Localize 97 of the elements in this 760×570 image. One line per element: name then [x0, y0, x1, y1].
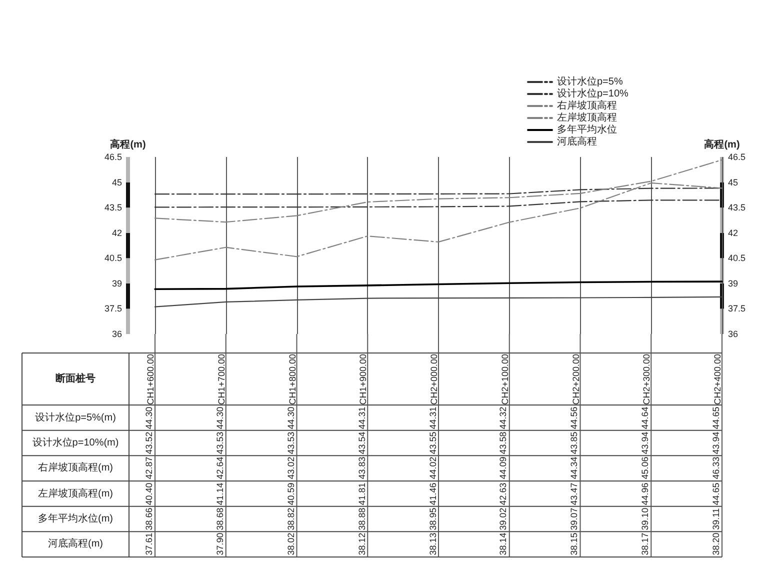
data-label: 38.95	[428, 508, 438, 530]
data-label: 38.66	[144, 508, 154, 530]
data-label: 44.30	[286, 406, 296, 429]
data-label: 44.64	[640, 406, 650, 429]
data-label: 37.90	[214, 533, 225, 556]
data-label: 44.02	[428, 457, 438, 480]
data-label: 44.32	[498, 406, 508, 429]
data-label: 38.17	[640, 533, 650, 556]
data-label: 43.52	[144, 432, 154, 454]
data-label: 43.55	[428, 432, 438, 454]
y-tick-label: 39	[112, 278, 122, 288]
data-label: 38.15	[569, 533, 580, 556]
line-series	[154, 280, 723, 290]
data-label: 43.02	[286, 457, 296, 480]
legend-label: 左岸坡顶高程	[557, 112, 617, 124]
x-tick-label: CH2+400.00	[712, 354, 722, 405]
y-tick-label: 37.5	[104, 304, 122, 314]
data-label: 46.33	[711, 457, 721, 480]
y2-tick-label: 42	[728, 228, 738, 238]
x-tick-label: CH1+700.00	[216, 354, 226, 405]
data-label: 43.94	[711, 432, 721, 454]
y2-tick-label: 40.5	[728, 253, 746, 264]
data-label: 44.65	[711, 406, 721, 429]
y2-axis-title: 高程(m)	[704, 138, 740, 150]
data-label: 44.09	[498, 457, 508, 480]
data-label: 39.02	[498, 508, 508, 530]
data-label: 38.88	[356, 508, 367, 530]
data-label: 44.30	[144, 406, 154, 429]
data-label: 38.12	[356, 533, 367, 556]
data-label: 39.11	[711, 508, 721, 530]
data-label: 41.14	[214, 482, 225, 505]
y2-tick-label: 46.5	[728, 152, 746, 162]
text: 河底高程(m)	[48, 538, 103, 550]
y2-tick-label: 39	[728, 278, 738, 288]
data-label: 43.85	[569, 432, 580, 454]
data-label: 43.53	[286, 432, 296, 454]
data-label: 38.68	[214, 508, 225, 530]
data-label: 42.87	[144, 457, 154, 480]
y2-tick-label: 43.5	[728, 202, 746, 213]
data-label: 38.02	[286, 533, 296, 556]
x-tick-label: CH2+000.00	[429, 354, 439, 405]
text: 设计水位p=5%(m)	[35, 412, 116, 424]
data-label: 44.56	[569, 406, 580, 429]
data-label: 44.31	[356, 406, 367, 429]
text: 右岸坡顶高程(m)	[38, 462, 113, 474]
y2-tick-label: 36	[728, 329, 738, 339]
data-label: 42.64	[214, 457, 225, 480]
data-label: 43.47	[569, 482, 580, 505]
data-label: 44.30	[214, 406, 225, 429]
x-tick-label: CH1+900.00	[358, 354, 368, 405]
data-label: 43.53	[214, 432, 225, 454]
data-label: 38.14	[498, 533, 508, 556]
x-tick-label: CH2+300.00	[642, 354, 652, 405]
x-tick-label: CH1+800.00	[287, 354, 298, 405]
text: 设计水位p=10%(m)	[32, 438, 119, 448]
y-tick-label: 40.5	[104, 253, 122, 264]
y-tick-label: 46.5	[104, 152, 122, 162]
x-axis-title: 断面桩号	[56, 374, 96, 384]
y-tick-label: 43.5	[104, 202, 122, 213]
line-series	[154, 200, 723, 208]
y-tick-label: 42	[112, 228, 122, 238]
data-label: 41.81	[356, 482, 367, 505]
y2-tick-label: 45	[728, 177, 738, 188]
y-tick-label: 45	[112, 177, 122, 188]
legend-label: 多年平均水位	[557, 124, 617, 136]
legend-label: 设计水位p=10%	[557, 88, 629, 100]
data-label: 43.83	[356, 457, 367, 480]
line-series	[154, 296, 723, 308]
data-label: 45.06	[640, 457, 650, 480]
data-label: 44.96	[640, 482, 650, 505]
data-label: 42.63	[498, 482, 508, 505]
data-label: 43.94	[640, 432, 650, 454]
y-tick-label: 36	[112, 329, 122, 339]
legend-label: 右岸坡顶高程	[557, 100, 617, 112]
legend-label: 设计水位p=5%	[557, 76, 623, 88]
y-axis-title: 高程(m)	[110, 138, 146, 150]
legend-label: 河底高程	[557, 136, 597, 148]
text: 多年平均水位(m)	[38, 514, 113, 524]
x-tick-label: CH1+600.00	[146, 354, 156, 405]
data-label: 38.20	[711, 533, 721, 556]
data-label: 39.10	[640, 508, 650, 530]
data-label: 43.58	[498, 432, 508, 454]
data-label: 40.40	[144, 482, 154, 505]
x-tick-label: CH2+100.00	[500, 354, 510, 405]
text: 左岸坡顶高程(m)	[38, 488, 113, 500]
data-label: 43.54	[356, 432, 367, 454]
data-label: 44.65	[711, 482, 721, 505]
data-label: 44.34	[569, 457, 580, 480]
data-label: 41.46	[428, 482, 438, 505]
data-label: 38.82	[286, 508, 296, 530]
x-tick-label: CH2+200.00	[570, 354, 581, 405]
data-label: 40.59	[286, 482, 296, 505]
y2-tick-label: 37.5	[728, 304, 746, 314]
data-label: 44.31	[428, 406, 438, 429]
data-label: 37.61	[144, 533, 154, 556]
data-label: 39.07	[569, 508, 580, 530]
data-label: 38.13	[428, 533, 438, 556]
